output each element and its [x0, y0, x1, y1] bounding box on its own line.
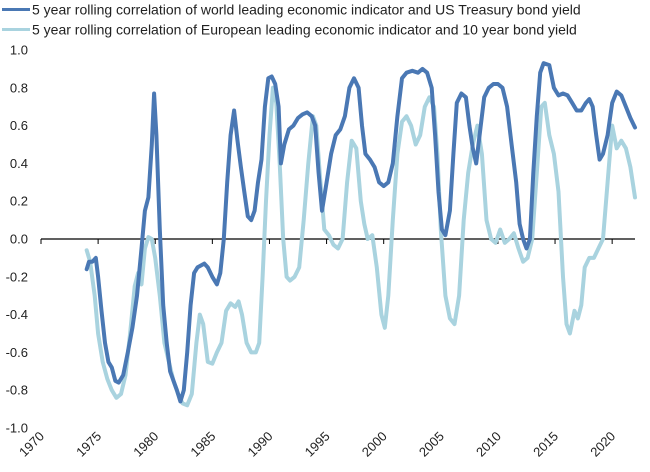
- x-tick-label: 2010: [473, 429, 504, 460]
- legend: 5 year rolling correlation of world lead…: [2, 2, 581, 38]
- x-tick-label: 2020: [587, 429, 618, 460]
- legend-label-series-2: 5 year rolling correlation of European l…: [32, 22, 577, 38]
- x-tick-label: 1995: [302, 429, 333, 460]
- y-tick-label: -1.0: [6, 421, 28, 436]
- x-tick-label: 1990: [245, 429, 276, 460]
- x-tick-label: 2015: [530, 429, 561, 460]
- x-tick-label: 1980: [130, 429, 161, 460]
- legend-label-series-1: 5 year rolling correlation of world lead…: [32, 2, 581, 18]
- y-tick-label: -0.2: [6, 269, 28, 284]
- x-tick-label: 2000: [359, 429, 390, 460]
- y-tick-label: -0.6: [6, 345, 28, 360]
- y-tick-label: -0.4: [6, 307, 28, 322]
- y-tick-label: 0.6: [10, 118, 28, 133]
- y-tick-label: -0.8: [6, 383, 28, 398]
- y-tick-label: 0.0: [10, 232, 28, 247]
- x-tick-label: 1985: [187, 429, 218, 460]
- plot-lines: [84, 61, 637, 408]
- y-tick-label: 1.0: [10, 43, 28, 58]
- series-line-1: [84, 61, 637, 404]
- y-axis: 1.0 0.8 0.6 0.4 0.2 0.0 -0.2 -0.4 -0.6 -0.8 -1.0: [6, 43, 28, 436]
- y-tick-label: 0.2: [10, 194, 28, 209]
- x-tick-label: 2005: [416, 429, 447, 460]
- y-tick-label: 0.8: [10, 80, 28, 95]
- x-tick-label: 1975: [73, 429, 104, 460]
- y-tick-label: 0.4: [10, 156, 28, 171]
